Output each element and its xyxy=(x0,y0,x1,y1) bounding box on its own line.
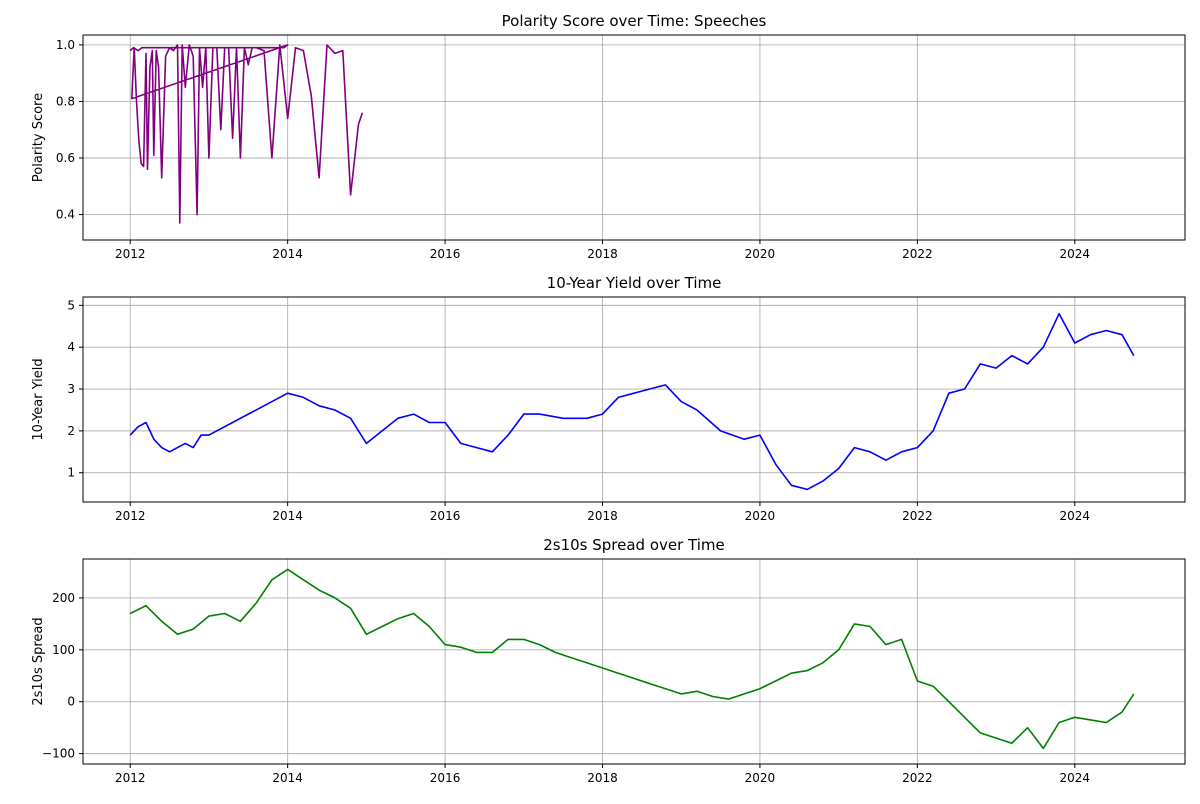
y-tick-label: 2 xyxy=(67,424,75,438)
x-tick-label: 2016 xyxy=(430,509,461,523)
x-tick-label: 2012 xyxy=(115,247,146,261)
y-tick-label: 0.8 xyxy=(56,94,75,108)
y-axis-label: 2s10s Spread xyxy=(31,617,46,705)
y-tick-label: 5 xyxy=(67,298,75,312)
series-line-1 xyxy=(129,312,1135,491)
x-tick-label: 2018 xyxy=(587,247,618,261)
series-line-1 xyxy=(129,568,1135,750)
x-tick-label: 2014 xyxy=(272,771,303,785)
chart-panel-1: 2012 2014 2016 2018 2020 2022 2024 0.4 0.6 0.8 1.0… xyxy=(31,12,1186,261)
chart-panel-2: 2012 2014 2016 2018 2020 2022 2024 1 2 3 4 5 10-Year… xyxy=(31,274,1186,523)
y-tick-label: 1 xyxy=(67,466,75,480)
x-tick-label: 2022 xyxy=(902,247,933,261)
x-tick-label: 2012 xyxy=(115,509,146,523)
x-tick-label: 2014 xyxy=(272,509,303,523)
x-tick-label: 2022 xyxy=(902,771,933,785)
y-axis-label: 10-Year Yield xyxy=(31,358,46,440)
x-tick-label: 2014 xyxy=(272,247,303,261)
y-tick-label: 100 xyxy=(52,643,75,657)
y-tick-label: 4 xyxy=(67,340,75,354)
x-tick-label: 2018 xyxy=(587,509,618,523)
x-tick-label: 2024 xyxy=(1060,509,1091,523)
y-tick-label: 0.6 xyxy=(56,151,75,165)
y-tick-label: 0.4 xyxy=(56,208,75,222)
axes-frame xyxy=(82,34,1186,241)
axes-frame xyxy=(82,296,1186,503)
x-tick-label: 2024 xyxy=(1060,247,1091,261)
x-tick-label: 2016 xyxy=(430,771,461,785)
x-tick-label: 2020 xyxy=(745,247,776,261)
chart-title: Polarity Score over Time: Speeches xyxy=(502,12,767,30)
x-tick-label: 2012 xyxy=(115,771,146,785)
x-tick-label: 2022 xyxy=(902,509,933,523)
x-tick-label: 2020 xyxy=(745,509,776,523)
chart-title: 10-Year Yield over Time xyxy=(547,274,722,292)
y-axis-label: Polarity Score xyxy=(31,93,46,182)
y-tick-label: 200 xyxy=(52,591,75,605)
chart-panel-3: 2012 2014 2016 2018 2020 2022 2024 −100 0 100 200 2… xyxy=(31,536,1186,785)
x-tick-label: 2024 xyxy=(1060,771,1091,785)
y-tick-label: 0 xyxy=(67,695,75,709)
x-tick-label: 2018 xyxy=(587,771,618,785)
y-tick-label: 3 xyxy=(67,382,75,396)
chart-title: 2s10s Spread over Time xyxy=(543,536,725,554)
x-tick-label: 2020 xyxy=(745,771,776,785)
axes-frame xyxy=(82,558,1186,765)
x-tick-label: 2016 xyxy=(430,247,461,261)
y-tick-label: −100 xyxy=(42,747,75,761)
y-tick-label: 1.0 xyxy=(56,38,75,52)
series-line-1 xyxy=(129,44,364,224)
